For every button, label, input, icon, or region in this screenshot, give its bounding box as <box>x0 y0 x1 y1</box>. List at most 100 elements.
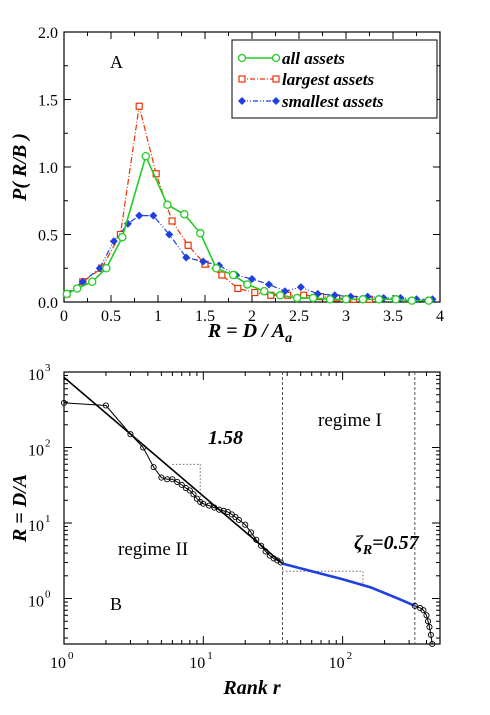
rank-data-point <box>258 542 265 549</box>
x-tick-exponent: 1 <box>207 650 213 662</box>
panel-a: 0 0.5 1 1.5 2 2.5 3 3.5 4 0.0 0.5 1.0 1.5 2.0 A all a… <box>9 25 444 346</box>
rank-data-point <box>235 516 242 523</box>
legend-label-smallest-assets: smallest assets <box>281 92 384 111</box>
data-point-largest-assets <box>251 288 259 297</box>
rank-data-point <box>427 631 434 638</box>
data-point-all-assets <box>275 290 285 300</box>
data-point-smallest-assets <box>199 257 208 266</box>
data-point-smallest-assets <box>165 230 174 239</box>
data-point-largest-assets <box>184 241 192 249</box>
panel-b-y-axis-title: R = D/A <box>9 474 31 543</box>
rank-data-point <box>247 529 255 536</box>
x-axis-title-sub: a <box>285 331 292 346</box>
rank-data-point <box>423 612 430 619</box>
x-tick-label: 10 <box>329 655 345 672</box>
data-point-all-assets <box>102 263 111 273</box>
rank-data-point <box>158 474 165 481</box>
legend-marker-smallest-assets <box>238 97 246 105</box>
legend-marker-all-assets <box>237 53 247 63</box>
data-point-smallest-assets <box>248 275 256 284</box>
x-tick-exponent: 0 <box>68 650 74 662</box>
legend-box <box>231 39 438 119</box>
rank-data-point <box>206 502 213 509</box>
regime-1-data-line <box>282 562 416 608</box>
data-point-all-assets <box>407 296 417 305</box>
data-point-all-assets <box>212 263 221 273</box>
data-point-all-assets <box>391 295 401 304</box>
rank-data-point <box>424 618 432 625</box>
zeta-symbol: ζ <box>354 532 364 554</box>
panel-b-guides <box>172 372 416 644</box>
zeta-annotation: ζR=0.57 <box>354 532 420 558</box>
data-point-all-assets <box>196 228 205 238</box>
data-point-largest-assets <box>218 271 226 279</box>
legend-marker-all-assets <box>271 53 281 63</box>
legend-item-largest-assets: largest assets <box>238 70 374 89</box>
data-point-smallest-assets <box>296 283 305 292</box>
y-tick-label: 10 <box>28 518 44 535</box>
panel-b-series <box>60 376 436 648</box>
panel-b: 10 0 10 1 10 210 010 110 210 3 1.58 regime I regi… <box>9 362 441 699</box>
legend-item-all-assets: all assets <box>237 49 345 68</box>
rank-data-point <box>193 495 200 502</box>
panel-a-x-axis-title: R = D / Aa <box>207 320 292 346</box>
data-point-smallest-assets <box>182 253 191 262</box>
x-tick-label: 2 <box>248 308 256 325</box>
rank-data-point <box>420 607 427 614</box>
x-tick-label: 1.5 <box>195 308 215 325</box>
data-point-all-assets <box>325 295 335 304</box>
rank-data-point <box>186 487 193 494</box>
zeta-value: =0.57 <box>372 532 419 554</box>
y-tick-label: 1.5 <box>38 93 58 110</box>
data-point-all-assets <box>228 270 238 280</box>
slope-annotation: 1.58 <box>208 427 243 449</box>
panel-b-label: B <box>110 594 122 614</box>
x-tick-label: 3.5 <box>383 308 403 325</box>
x-tick-label: 0.5 <box>101 308 121 325</box>
x-tick-label: 1 <box>154 308 162 325</box>
legend-marker-largest-assets <box>238 75 246 83</box>
x-tick-label: 3 <box>342 308 350 325</box>
panel-a-series <box>62 102 437 305</box>
data-point-all-assets <box>243 280 252 289</box>
data-point-all-assets <box>87 277 97 286</box>
rank-data-line <box>414 605 433 645</box>
y-tick-label: 2.0 <box>38 25 58 42</box>
y-tick-label: 0.5 <box>38 228 58 245</box>
panel-a-ticks: 0 0.5 1 1.5 2 2.5 3 3.5 4 0.0 0.5 1.0 1.5 2.0 <box>38 25 444 325</box>
data-point-largest-assets <box>234 284 242 293</box>
y-tick-label: 1.0 <box>38 160 58 177</box>
rank-data-point <box>178 481 185 488</box>
data-point-all-assets <box>424 296 433 305</box>
y-tick-exponent: 3 <box>45 362 51 374</box>
panel-a-y-axis-title: P( R/B ) <box>9 133 31 202</box>
legend-item-smallest-assets: smallest assets <box>238 92 384 111</box>
rank-data-point <box>200 500 207 507</box>
data-point-all-assets <box>292 293 302 303</box>
x-axis-title-main: R = D / A <box>207 320 285 342</box>
x-tick-label: 2.5 <box>289 308 309 325</box>
data-point-all-assets <box>163 200 172 210</box>
rank-data-point <box>242 521 249 528</box>
power-law-fit-line <box>63 376 283 565</box>
zeta-subscript: R <box>362 543 372 558</box>
legend-marker-largest-assets <box>272 75 280 83</box>
data-point-smallest-assets <box>135 211 144 220</box>
legend-label-largest-assets: largest assets <box>282 70 374 89</box>
x-tick-exponent: 2 <box>347 650 353 662</box>
panel-b-frame <box>63 371 441 645</box>
data-point-smallest-assets <box>78 277 87 286</box>
regime-2-label: regime II <box>118 539 188 560</box>
rank-data-point <box>426 623 433 631</box>
y-tick-exponent: 2 <box>45 438 51 450</box>
data-point-all-assets <box>72 284 82 293</box>
y-tick-exponent: 0 <box>45 589 51 601</box>
data-point-all-assets <box>62 289 72 299</box>
data-point-smallest-assets <box>264 280 273 289</box>
x-tick-label: 10 <box>189 655 205 672</box>
panel-b-ticks: 10 0 10 1 10 210 010 110 210 3 <box>28 362 441 672</box>
rank-data-point <box>216 506 223 513</box>
data-point-largest-assets <box>135 102 143 110</box>
data-point-smallest-assets <box>149 211 158 220</box>
